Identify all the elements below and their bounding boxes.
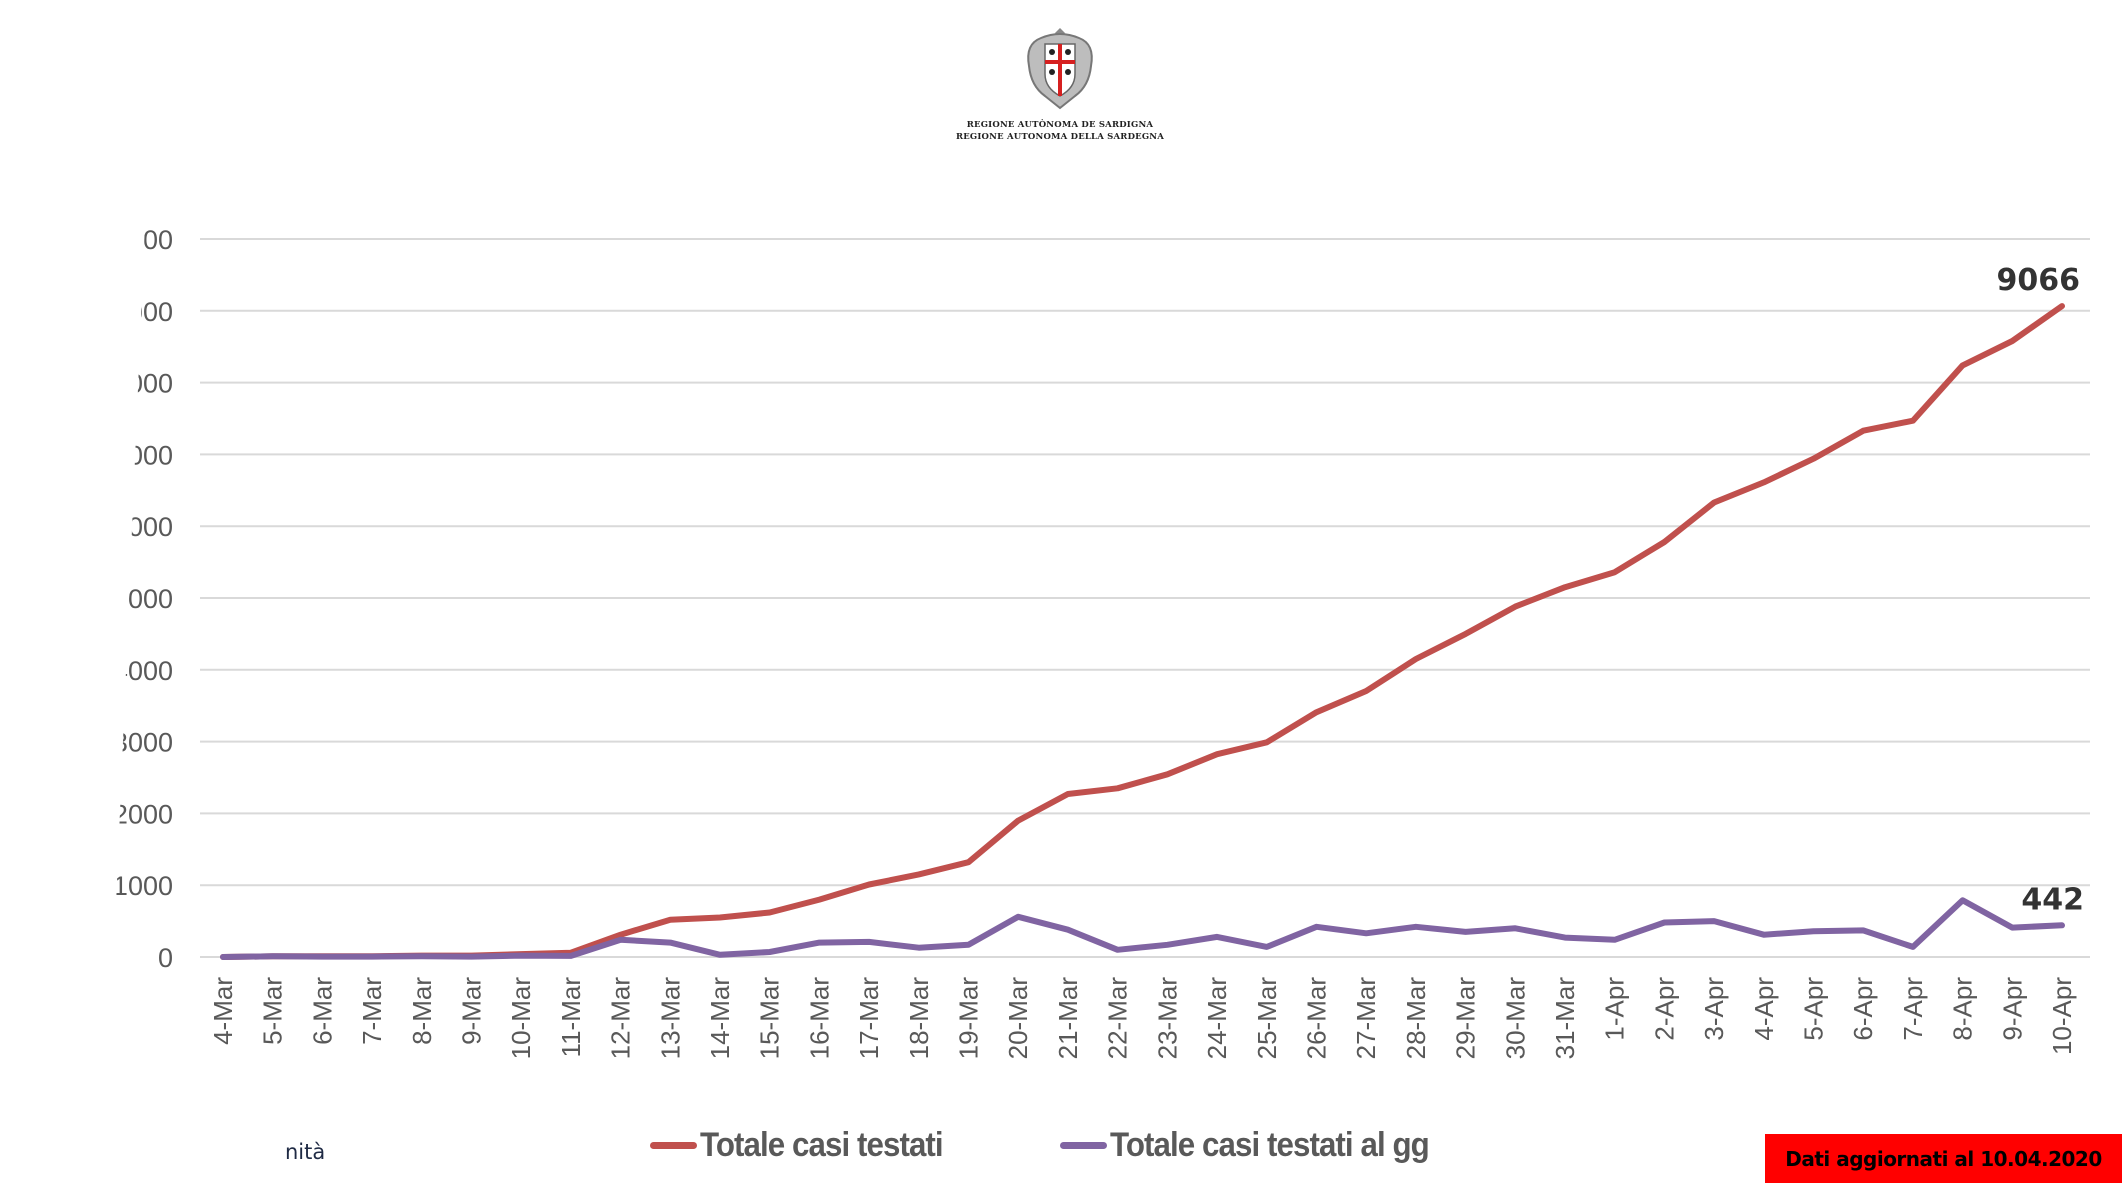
logo-text-sardinian: REGIONE AUTÒNOMA DE SARDIGNA [966, 120, 1154, 130]
x-tick-label: 21-Mar [1053, 977, 1083, 1060]
x-tick-label: 16-Mar [804, 977, 834, 1060]
x-tick-label: 17-Mar [854, 977, 884, 1060]
y-tick-label: 1000 [113, 871, 173, 901]
end-data-label: 9066 [1997, 263, 2081, 298]
coat-of-arms-icon [1027, 28, 1093, 110]
x-tick-label: 13-Mar [655, 977, 685, 1060]
x-tick-label: 20-Mar [1003, 977, 1033, 1060]
x-tick-label: 27-Mar [1351, 977, 1381, 1060]
legend-swatch-red [650, 1141, 697, 1149]
legend-label: Totale casi testati al gg [1110, 1125, 1430, 1164]
x-tick-label: 6-Mar [307, 977, 337, 1045]
region-logo: REGIONE AUTÒNOMA DE SARDIGNA REGIONE AUT… [945, 22, 1175, 152]
y-tick-label: 8000 [113, 369, 173, 399]
y-tick-label: 0 [158, 943, 173, 973]
x-tick-label: 29-Mar [1451, 977, 1481, 1060]
y-axis-tick-labels: 0 1000 2000 3000 4000 5000 6000 7000 8000 9000 100… [98, 225, 173, 973]
x-tick-label: 9-Apr [1997, 977, 2027, 1041]
x-tick-label: 8-Apr [1948, 977, 1978, 1041]
x-tick-label: 24-Mar [1202, 977, 1232, 1060]
legend-swatch-purple [1060, 1141, 1107, 1149]
y-tick-label: 5000 [113, 584, 173, 614]
update-date-text: Dati aggiornati al 10.04.2020 [1785, 1146, 2102, 1171]
update-date-badge: Dati aggiornati al 10.04.2020 [1765, 1134, 2122, 1183]
x-tick-label: 4-Mar [208, 977, 238, 1045]
x-tick-label: 10-Apr [2047, 977, 2077, 1055]
legend-label: Totale casi testati [700, 1125, 944, 1164]
x-tick-label: 19-Mar [954, 977, 984, 1060]
data-labels: 9066 442 [1997, 263, 2085, 917]
x-tick-label: 28-Mar [1401, 977, 1431, 1060]
x-tick-label: 12-Mar [606, 977, 636, 1060]
x-tick-label: 9-Mar [457, 977, 487, 1045]
end-data-label: 442 [2021, 882, 2084, 917]
x-tick-label: 14-Mar [705, 977, 735, 1060]
series-lines [220, 303, 2065, 960]
x-tick-label: 3-Apr [1699, 977, 1729, 1041]
x-tick-label: 25-Mar [1252, 977, 1282, 1060]
source-note-fragment: nità [285, 1140, 326, 1164]
gridlines [200, 238, 2090, 958]
x-tick-label: 11-Mar [556, 977, 586, 1058]
series-line-totale-casi-testati-al-gg [220, 897, 2065, 960]
line-chart: 0 1000 2000 3000 4000 5000 6000 7000 8000 9000 100… [98, 225, 2090, 1060]
x-tick-label: 26-Mar [1301, 977, 1331, 1060]
series-line-totale-casi-testati [220, 303, 2065, 960]
x-tick-label: 4-Apr [1749, 977, 1779, 1041]
x-tick-label: 18-Mar [904, 977, 934, 1060]
legend-item-totale-casi-testati-al-gg: Totale casi testati al gg [1060, 1122, 1457, 1168]
legend-item-totale-casi-testati: Totale casi testati [650, 1122, 964, 1168]
y-tick-label: 4000 [113, 656, 173, 686]
x-tick-label: 1-Apr [1600, 977, 1630, 1041]
x-tick-label: 10-Mar [506, 977, 536, 1060]
y-tick-label: 3000 [113, 728, 173, 758]
x-axis-tick-labels: 4-Mar 5-Mar 6-Mar 7-Mar 8-Mar 9-Mar 10-Mar 11-M… [208, 977, 2077, 1060]
logo-text-italian: REGIONE AUTONOMA DELLA SARDEGNA [955, 132, 1165, 142]
x-tick-label: 15-Mar [755, 977, 785, 1060]
x-tick-label: 5-Apr [1798, 977, 1828, 1041]
logo-cross-horizontal [1045, 60, 1075, 64]
logo-cross-vertical [1058, 44, 1062, 96]
x-tick-label: 31-Mar [1550, 977, 1580, 1060]
y-tick-label: 7000 [113, 440, 173, 470]
x-tick-label: 2-Apr [1649, 977, 1679, 1041]
y-tick-label: 2000 [113, 799, 173, 829]
x-tick-label: 8-Mar [407, 977, 437, 1045]
x-tick-label: 7-Apr [1898, 977, 1928, 1041]
y-tick-label: 10000 [98, 225, 173, 255]
x-tick-label: 6-Apr [1848, 977, 1878, 1041]
x-tick-label: 30-Mar [1500, 977, 1530, 1060]
x-tick-label: 7-Mar [357, 977, 387, 1045]
x-tick-label: 23-Mar [1152, 977, 1182, 1060]
y-tick-label: 6000 [113, 512, 173, 542]
x-tick-label: 22-Mar [1103, 977, 1133, 1060]
y-tick-label: 9000 [113, 297, 173, 327]
x-tick-label: 5-Mar [258, 977, 288, 1045]
